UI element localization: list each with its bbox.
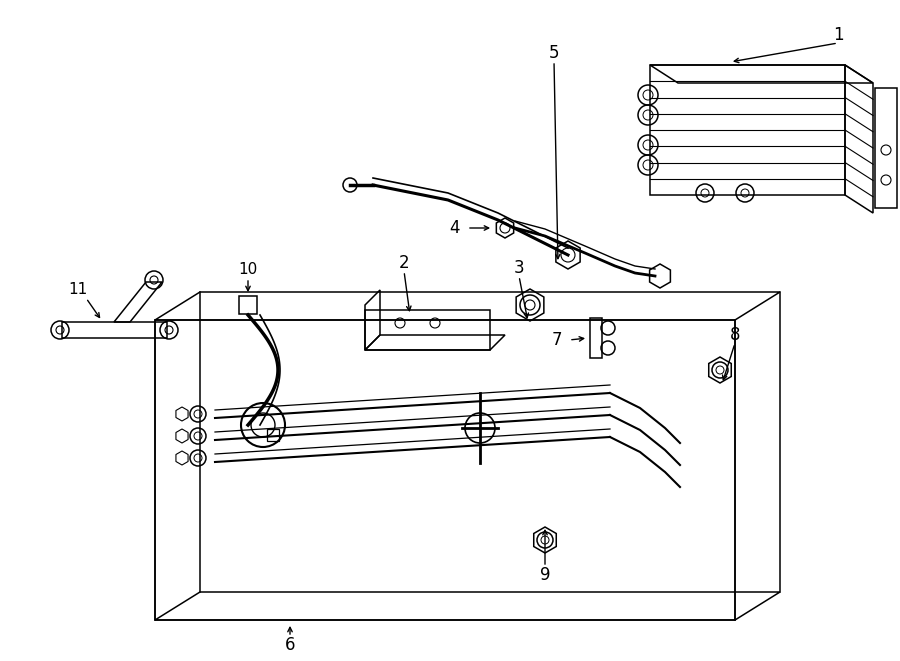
Text: 9: 9 [540, 566, 550, 584]
Text: 10: 10 [238, 262, 257, 278]
Text: 11: 11 [68, 282, 87, 297]
Text: 7: 7 [552, 331, 562, 349]
Text: 2: 2 [399, 254, 410, 272]
Text: 1: 1 [832, 26, 843, 44]
Text: 6: 6 [284, 636, 295, 654]
Text: 4: 4 [450, 219, 460, 237]
Text: 3: 3 [514, 259, 525, 277]
Text: 5: 5 [549, 44, 559, 62]
Text: 8: 8 [730, 326, 740, 344]
